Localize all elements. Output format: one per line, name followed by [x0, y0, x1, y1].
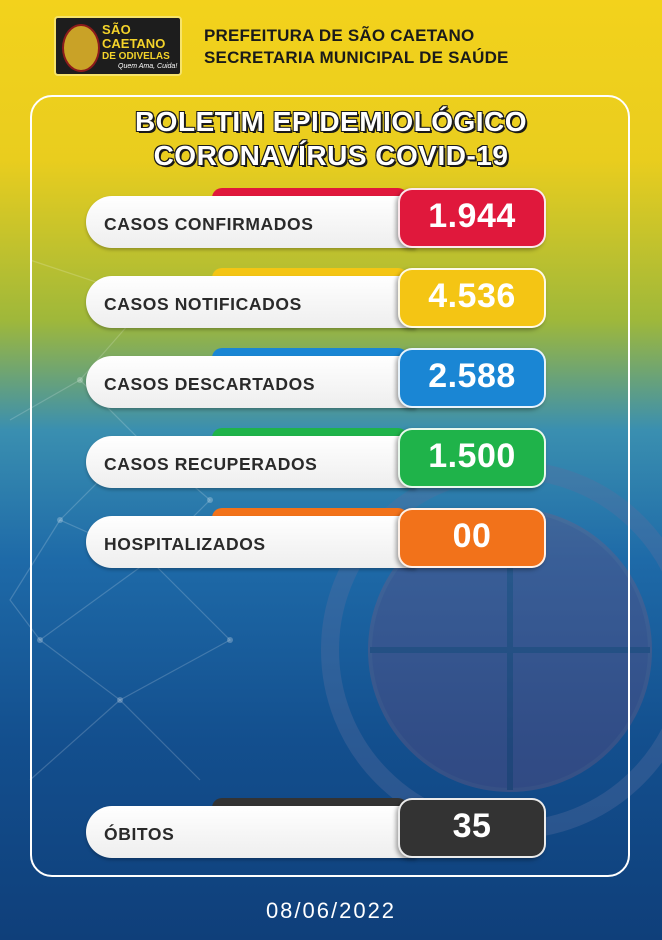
bulletin-panel — [30, 95, 630, 877]
value-box — [398, 188, 546, 248]
stat-row-recuperados: CASOS RECUPERADOS 1.500 — [86, 428, 546, 490]
logo-text-line1: SÃO — [102, 22, 132, 37]
value-box — [398, 798, 546, 858]
stat-row-confirmados: CASOS CONFIRMADOS 1.944 — [86, 188, 546, 250]
coat-of-arms-icon — [62, 24, 100, 72]
value-box — [398, 508, 546, 568]
stat-label: CASOS NOTIFICADOS — [104, 294, 302, 314]
header-prefeitura: PREFEITURA DE SÃO CAETANO — [204, 26, 475, 45]
stat-value: 00 — [452, 517, 492, 555]
header: SÃO CAETANO DE ODIVELAS Quem Ama, Cuida!… — [54, 16, 614, 76]
label-box — [86, 276, 416, 328]
label-box — [86, 356, 416, 408]
stat-row-notificados: CASOS NOTIFICADOS 4.536 — [86, 268, 546, 330]
stat-row-hospitalizados: HOSPITALIZADOS 00 — [86, 508, 546, 570]
value-box — [398, 268, 546, 328]
bulletin-subtitle: CORONAVÍRUS COVID-19 — [153, 139, 509, 172]
label-box — [86, 196, 416, 248]
logo-text-line2: CAETANO — [102, 36, 166, 51]
stat-value: 1.500 — [428, 437, 516, 475]
label-box — [86, 516, 416, 568]
label-box — [86, 436, 416, 488]
stat-label: CASOS DESCARTADOS — [104, 374, 316, 394]
stat-value: 1.944 — [428, 197, 516, 235]
stat-label: CASOS RECUPERADOS — [104, 454, 318, 474]
header-secretaria: SECRETARIA MUNICIPAL DE SAÚDE — [204, 48, 509, 67]
stat-row-descartados: CASOS DESCARTADOS 2.588 — [86, 348, 546, 410]
stat-value: 35 — [452, 807, 492, 845]
stat-label: ÓBITOS — [104, 824, 175, 844]
bulletin-title: BOLETIM EPIDEMIOLÓGICO — [134, 105, 528, 138]
stat-value: 4.536 — [428, 277, 516, 315]
bulletin-date: 08/06/2022 — [265, 898, 397, 923]
stat-label: CASOS CONFIRMADOS — [104, 214, 314, 234]
value-box — [398, 428, 546, 488]
stat-label: HOSPITALIZADOS — [104, 534, 266, 554]
city-logo: SÃO CAETANO DE ODIVELAS Quem Ama, Cuida! — [54, 16, 182, 76]
logo-slogan: Quem Ama, Cuida! — [118, 63, 178, 70]
value-box — [398, 348, 546, 408]
logo-text-line3: DE ODIVELAS — [102, 51, 170, 62]
stat-value: 2.588 — [428, 357, 516, 395]
label-box — [86, 806, 416, 858]
stat-row-obitos: ÓBITOS 35 — [86, 798, 546, 860]
